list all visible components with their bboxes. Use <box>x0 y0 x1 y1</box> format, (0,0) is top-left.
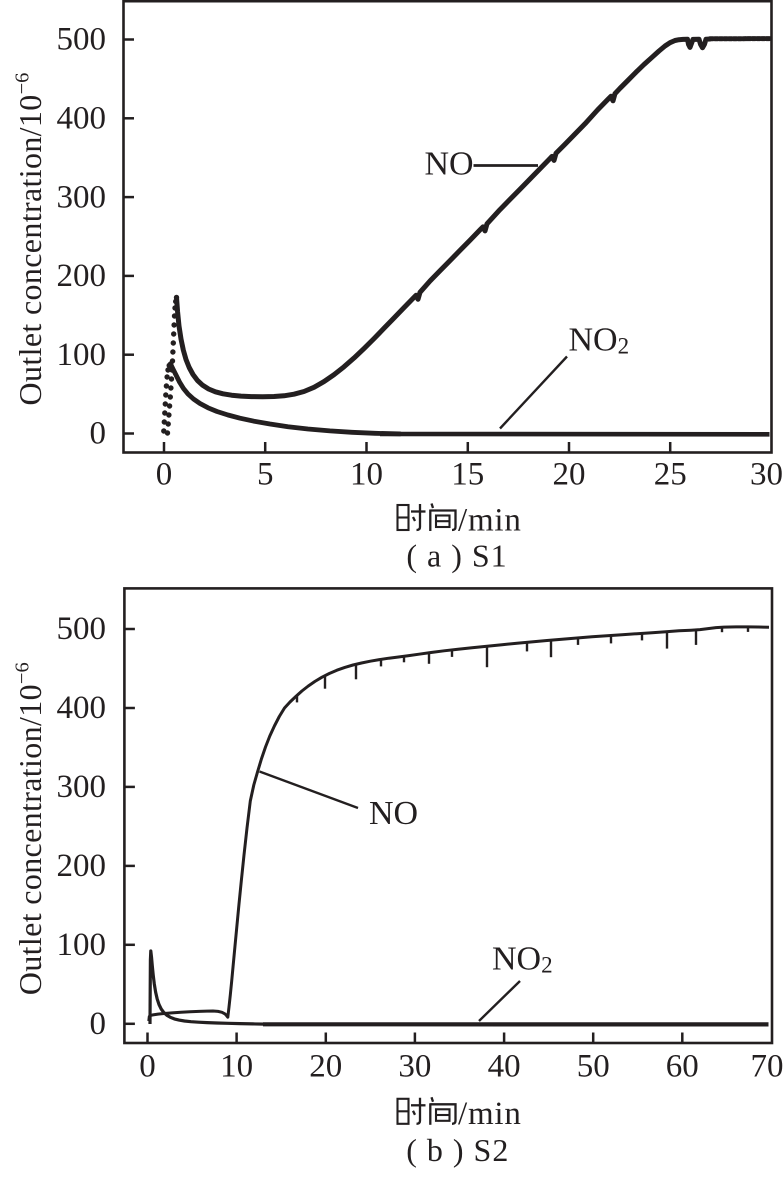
svg-text:500: 500 <box>57 22 107 58</box>
svg-text:40: 40 <box>488 1049 521 1085</box>
svg-text:0: 0 <box>139 1049 156 1085</box>
svg-text:Outlet concentration/10−6: Outlet concentration/10−6 <box>12 662 49 995</box>
svg-text:5: 5 <box>257 457 274 493</box>
svg-text:/min: /min <box>458 1096 522 1132</box>
svg-text:( b ) S2: ( b ) S2 <box>406 1132 509 1168</box>
svg-text:0: 0 <box>90 1006 107 1042</box>
svg-text:25: 25 <box>654 457 687 493</box>
svg-text:400: 400 <box>57 690 107 726</box>
svg-text:20: 20 <box>309 1049 342 1085</box>
svg-text:Outlet concentration/10−6: Outlet concentration/10−6 <box>12 73 49 406</box>
svg-text:30: 30 <box>750 457 783 493</box>
svg-text:300: 300 <box>57 179 107 215</box>
svg-text:30: 30 <box>398 1049 431 1085</box>
svg-text:200: 200 <box>57 258 107 294</box>
svg-text:15: 15 <box>451 457 484 493</box>
svg-text:100: 100 <box>57 337 107 373</box>
svg-text:300: 300 <box>57 769 107 805</box>
svg-text:NO: NO <box>369 795 418 832</box>
svg-text:50: 50 <box>577 1049 610 1085</box>
svg-text:70: 70 <box>751 1049 784 1085</box>
svg-text:500: 500 <box>57 611 107 647</box>
svg-text:/min: /min <box>458 503 522 539</box>
svg-text:10: 10 <box>350 457 383 493</box>
svg-text:10: 10 <box>220 1049 253 1085</box>
svg-text:60: 60 <box>666 1049 699 1085</box>
svg-text:( a ) S1: ( a ) S1 <box>406 538 507 574</box>
svg-text:0: 0 <box>156 457 173 493</box>
svg-text:400: 400 <box>57 101 107 137</box>
svg-text:20: 20 <box>553 457 586 493</box>
svg-text:100: 100 <box>57 927 107 963</box>
svg-text:0: 0 <box>90 416 107 452</box>
svg-text:200: 200 <box>57 848 107 884</box>
svg-text:NO: NO <box>425 146 474 183</box>
